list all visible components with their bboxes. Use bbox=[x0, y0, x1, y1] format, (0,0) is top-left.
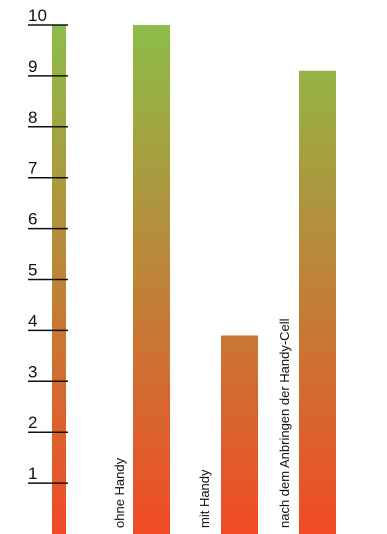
bar bbox=[133, 25, 170, 534]
y-tick-label: 4 bbox=[28, 311, 37, 330]
y-tick-label: 10 bbox=[28, 6, 47, 25]
bars bbox=[133, 25, 336, 534]
category-label: nach dem Anbringen der Handy-Cell bbox=[277, 318, 292, 528]
y-tick-label: 9 bbox=[28, 57, 37, 76]
category-label: mit Handy bbox=[197, 469, 212, 528]
y-tick-label: 7 bbox=[28, 159, 37, 178]
category-label: ohne Handy bbox=[112, 457, 127, 528]
y-tick-label: 5 bbox=[28, 261, 37, 280]
bar bbox=[299, 70, 336, 534]
y-tick-label: 1 bbox=[28, 464, 37, 483]
y-tick-label: 6 bbox=[28, 210, 37, 229]
y-tick-label: 2 bbox=[28, 413, 37, 432]
y-tick-label: 8 bbox=[28, 108, 37, 127]
bar bbox=[221, 335, 258, 534]
category-labels: ohne Handy mit Handy nach dem Anbringen de… bbox=[112, 318, 292, 528]
y-tick-label: 3 bbox=[28, 362, 37, 381]
y-axis: 1 2 3 4 5 6 7 8 9 10 bbox=[28, 6, 68, 534]
